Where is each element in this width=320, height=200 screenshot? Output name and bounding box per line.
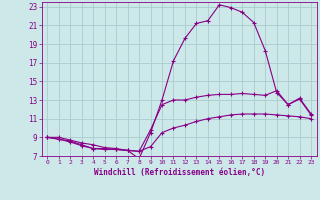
X-axis label: Windchill (Refroidissement éolien,°C): Windchill (Refroidissement éolien,°C) <box>94 168 265 177</box>
